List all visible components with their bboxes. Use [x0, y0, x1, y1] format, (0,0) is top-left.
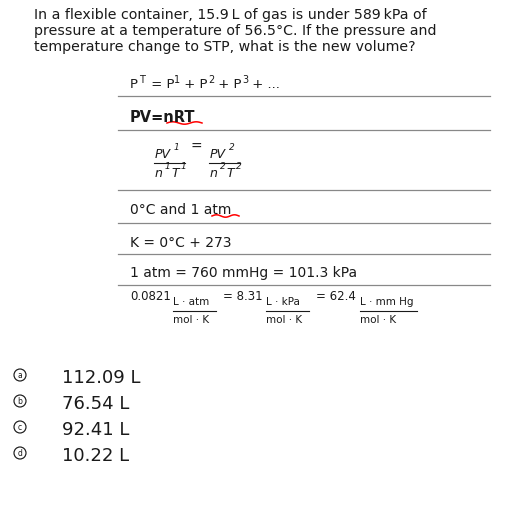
Text: L · atm: L · atm: [173, 297, 209, 307]
Text: 1: 1: [181, 162, 187, 171]
Text: 1 atm = 760 mmHg = 101.3 kPa: 1 atm = 760 mmHg = 101.3 kPa: [130, 266, 357, 280]
Text: In a flexible container, 15.9 L of gas is under 589 kPa of: In a flexible container, 15.9 L of gas i…: [34, 8, 427, 22]
Text: 76.54 L: 76.54 L: [62, 395, 129, 413]
Text: 2: 2: [220, 162, 226, 171]
Text: 92.41 L: 92.41 L: [62, 421, 129, 439]
Text: 2: 2: [229, 143, 235, 152]
Text: PV=nRT: PV=nRT: [130, 110, 195, 125]
Text: c: c: [18, 423, 22, 432]
Text: n: n: [210, 167, 218, 180]
Text: =: =: [191, 140, 203, 154]
Text: 1: 1: [174, 75, 180, 85]
Text: mol · K: mol · K: [173, 315, 209, 325]
Text: mol · K: mol · K: [266, 315, 302, 325]
Text: n: n: [155, 167, 163, 180]
Text: 10.22 L: 10.22 L: [62, 447, 129, 465]
Text: P: P: [130, 78, 138, 91]
Text: 2: 2: [208, 75, 214, 85]
Text: pressure at a temperature of 56.5°C. If the pressure and: pressure at a temperature of 56.5°C. If …: [34, 24, 437, 38]
Text: + ...: + ...: [248, 78, 280, 91]
Text: 0°C and 1 atm: 0°C and 1 atm: [130, 203, 231, 217]
Text: 1: 1: [165, 162, 171, 171]
Text: = P: = P: [147, 78, 175, 91]
Text: temperature change to STP, what is the new volume?: temperature change to STP, what is the n…: [34, 40, 416, 54]
Text: L · kPa: L · kPa: [266, 297, 300, 307]
Text: L · mm Hg: L · mm Hg: [360, 297, 414, 307]
Text: d: d: [18, 448, 22, 457]
Text: T: T: [226, 167, 233, 180]
Text: T: T: [171, 167, 179, 180]
Text: 2: 2: [236, 162, 242, 171]
Text: = 62.4: = 62.4: [316, 290, 356, 303]
Text: 112.09 L: 112.09 L: [62, 369, 141, 387]
Text: 1: 1: [174, 143, 180, 152]
Text: PV: PV: [155, 148, 171, 161]
Text: = 8.31: = 8.31: [223, 290, 263, 303]
Text: 3: 3: [242, 75, 248, 85]
Text: mol · K: mol · K: [360, 315, 396, 325]
Text: a: a: [18, 370, 22, 379]
Text: PV: PV: [210, 148, 226, 161]
Text: + P: + P: [214, 78, 242, 91]
Text: b: b: [18, 396, 22, 405]
Text: + P: + P: [180, 78, 207, 91]
Text: 0.0821: 0.0821: [130, 290, 171, 303]
Text: K = 0°C + 273: K = 0°C + 273: [130, 236, 231, 250]
Text: T: T: [139, 75, 145, 85]
